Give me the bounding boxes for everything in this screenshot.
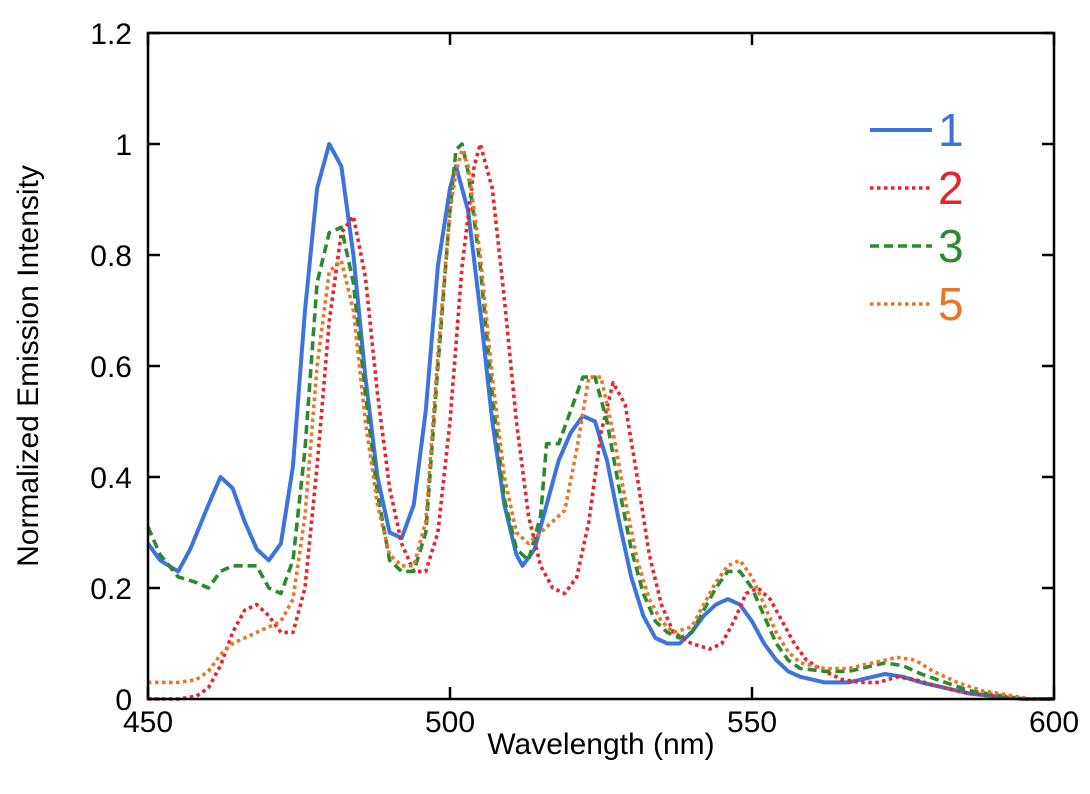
y-tick-label: 0.6	[90, 351, 132, 384]
x-tick-label: 450	[123, 706, 173, 739]
series-line-5	[148, 147, 1054, 701]
legend-label-5: 5	[938, 278, 964, 330]
legend: 1 2 3 5	[870, 104, 964, 330]
x-axis-title: Wavelength (nm)	[487, 728, 714, 761]
y-tick-label: 1	[115, 129, 132, 162]
x-tick-label: 550	[727, 706, 777, 739]
legend-label-3: 3	[938, 220, 964, 272]
x-tick-label: 500	[425, 706, 475, 739]
axis-ticks	[146, 31, 1056, 701]
y-tick-label: 0.2	[90, 573, 132, 606]
x-tick-label: 600	[1029, 706, 1079, 739]
y-tick-label: 0	[115, 684, 132, 717]
y-tick-labels: 0 0.2 0.4 0.6 0.8 1 1.2	[90, 18, 132, 717]
plot-lines	[146, 142, 1054, 701]
legend-label-1: 1	[938, 104, 964, 156]
y-axis-title: Normalized Emission Intensity	[12, 165, 45, 567]
y-tick-label: 0.4	[90, 462, 132, 495]
y-tick-label: 1.2	[90, 18, 132, 51]
series-line-1	[146, 142, 1054, 701]
legend-label-2: 2	[938, 162, 964, 214]
series-line-3	[146, 142, 1054, 701]
y-tick-label: 0.8	[90, 240, 132, 273]
x-tick-labels: 450 500 550 600	[123, 706, 1079, 739]
